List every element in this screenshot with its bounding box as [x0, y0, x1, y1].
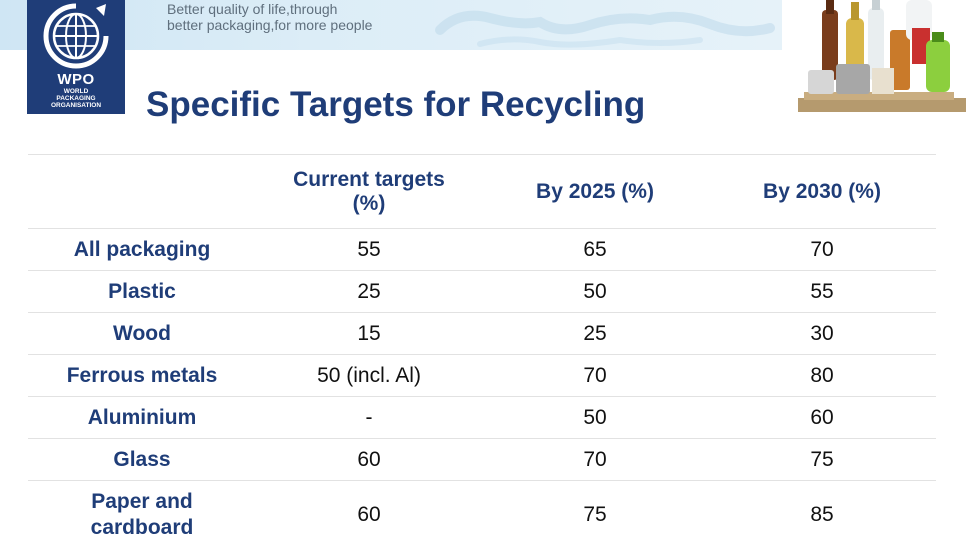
tagline: Better quality of life,through better pa… [167, 1, 372, 33]
logo-wordmark: WPO [57, 71, 95, 88]
row-material: All packaging [73, 237, 211, 261]
header-by-2025: By 2025 (%) [536, 179, 654, 203]
row-by-2030: 80 [810, 363, 834, 387]
table-row: Glass 60 70 75 [28, 438, 936, 480]
page-title: Specific Targets for Recycling [146, 85, 646, 124]
logo-sub-line-1: WORLD [63, 88, 89, 95]
row-current: 15 [357, 321, 381, 345]
row-by-2030: 60 [810, 405, 834, 429]
row-by-2025: 75 [583, 502, 607, 526]
row-material: Ferrous metals [66, 363, 218, 387]
table-row: Paper and cardboard 60 75 85 [28, 480, 936, 547]
row-material: Wood [113, 321, 171, 345]
row-by-2030: 75 [810, 447, 834, 471]
table-row: Wood 15 25 30 [28, 312, 936, 354]
row-by-2025: 50 [583, 405, 607, 429]
logo-subtitle: WORLD PACKAGING ORGANISATION [27, 88, 125, 109]
table-row: Aluminium - 50 60 [28, 396, 936, 438]
row-by-2025: 25 [583, 321, 607, 345]
table-header-row: Current targets (%) By 2025 (%) By 2030 … [28, 154, 936, 228]
row-by-2030: 30 [810, 321, 834, 345]
row-by-2025: 65 [583, 237, 607, 261]
row-by-2030: 70 [810, 237, 834, 261]
world-map-decoration [435, 10, 775, 48]
table-row: Ferrous metals 50 (incl. Al) 70 80 [28, 354, 936, 396]
header-material [28, 155, 256, 228]
row-by-2030: 55 [810, 279, 834, 303]
row-by-2025: 50 [583, 279, 607, 303]
row-current: 25 [357, 279, 381, 303]
wpo-logo: WPO WORLD PACKAGING ORGANISATION [27, 0, 125, 114]
row-by-2025: 70 [583, 447, 607, 471]
logo-sub-line-3: ORGANISATION [50, 102, 102, 109]
row-by-2025: 70 [583, 363, 607, 387]
row-material: Plastic [108, 279, 176, 303]
header-current-targets: Current targets (%) [293, 167, 445, 215]
row-material: Glass [113, 447, 171, 471]
tagline-line-2: better packaging,for more people [167, 17, 373, 33]
globe-logo-icon [43, 3, 109, 69]
row-current: 50 (incl. Al) [317, 363, 421, 387]
row-current: 60 [357, 447, 381, 471]
row-current: 55 [357, 237, 381, 261]
row-by-2030: 85 [810, 502, 834, 526]
tagline-line-1: Better quality of life,through [167, 1, 338, 17]
packaging-bottles-image [798, 0, 966, 112]
table-row: All packaging 55 65 70 [28, 228, 936, 270]
row-current: 60 [357, 502, 381, 526]
table-row: Plastic 25 50 55 [28, 270, 936, 312]
logo-sub-line-2: PACKAGING [56, 95, 96, 102]
row-material: Aluminium [87, 405, 197, 429]
row-material: Paper and cardboard [90, 489, 194, 539]
row-current: - [365, 405, 373, 429]
header-banner [0, 0, 782, 50]
header-by-2030: By 2030 (%) [763, 179, 881, 203]
